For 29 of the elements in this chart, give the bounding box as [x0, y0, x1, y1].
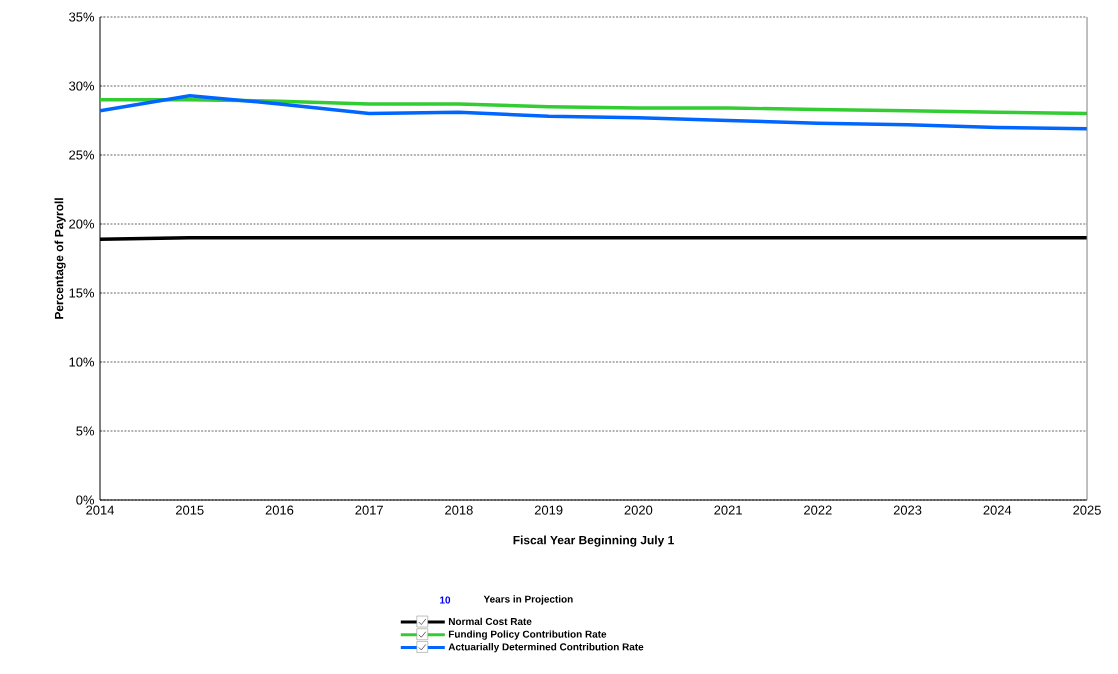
- x-tick-label: 2023: [893, 505, 922, 515]
- y-tick-label: 35%: [69, 12, 95, 22]
- x-axis-title: Fiscal Year Beginning July 1: [513, 535, 674, 547]
- y-tick-label: 20%: [69, 219, 95, 229]
- x-tick-label: 2020: [624, 505, 653, 515]
- line-series: [100, 93, 1088, 131]
- x-tick-label: 2019: [534, 505, 563, 515]
- x-tick-label: 2022: [804, 505, 832, 515]
- x-tick-label: 2021: [714, 505, 742, 515]
- text: Years in Projection: [483, 595, 573, 605]
- y-tick-label: 0%: [76, 495, 95, 505]
- x-tick-label: 2025: [1073, 505, 1101, 515]
- y-axis-title: Percentage of Payroll: [54, 198, 66, 319]
- y-tick-label: 25%: [69, 150, 95, 160]
- x-tick-label: 2014: [86, 505, 115, 515]
- text: 10: [440, 596, 451, 604]
- x-tick-label: 2017: [355, 505, 383, 515]
- x-tick-label: 2018: [445, 505, 473, 515]
- y-tick-label: 5%: [76, 426, 95, 436]
- x-tick-label: 2016: [265, 505, 294, 515]
- y-tick-label: 10%: [69, 357, 95, 367]
- y-tick-label: 30%: [69, 81, 95, 91]
- x-tick-label: 2015: [175, 505, 204, 515]
- y-tick-label: 15%: [69, 288, 95, 298]
- legend-label: Funding Policy Contribution Rate: [448, 630, 607, 640]
- x-tick-label: 2024: [983, 505, 1012, 515]
- legend-label: Actuarially Determined Contribution Rate: [448, 643, 644, 653]
- line-series: [100, 98, 1088, 116]
- legend-label: Normal Cost Rate: [448, 617, 532, 625]
